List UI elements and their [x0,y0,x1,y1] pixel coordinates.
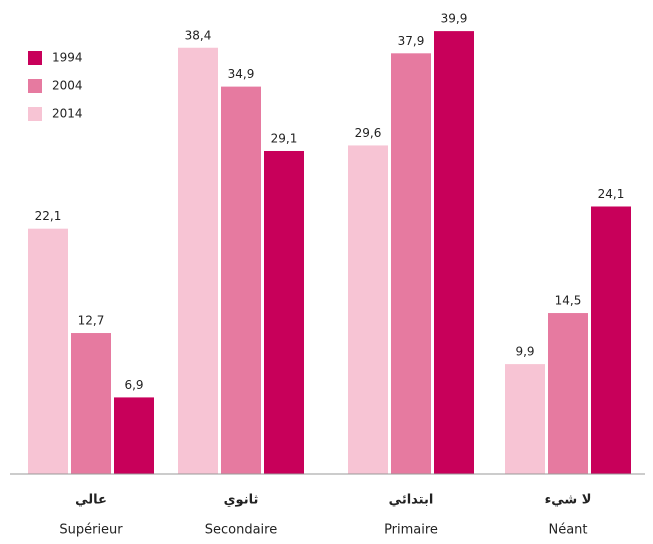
bar [434,31,474,475]
bar [178,47,218,474]
data-label: 29,6 [355,126,382,140]
legend-swatch [28,107,42,121]
x-tick-label: Secondaire [205,523,277,538]
legend-label: 2014 [52,107,83,121]
x-tick-label-ar: ابتدائي [389,493,434,508]
x-tick-label: Néant [548,523,587,538]
x-tick-label: Supérieur [59,523,123,538]
bar [28,228,68,474]
data-label: 14,5 [555,294,582,308]
x-tick-label-ar: عالي [75,493,107,508]
legend-label: 1994 [52,51,83,65]
data-label: 29,1 [271,131,298,145]
bar [591,206,631,475]
x-tick-label-ar: لا شيء [545,493,592,508]
data-label: 22,1 [35,209,62,223]
data-label: 12,7 [78,314,105,328]
bar [114,397,154,474]
bar [548,313,588,474]
legend-swatch [28,79,42,93]
legend-swatch [28,51,42,65]
data-label: 38,4 [185,28,212,42]
bar [391,53,431,475]
data-label: 34,9 [228,67,255,81]
x-tick-label: Primaire [384,523,438,538]
legend-label: 2004 [52,79,83,93]
data-label: 9,9 [515,345,534,359]
bar [348,145,388,474]
x-tick-label-ar: ثانوي [224,493,259,508]
bar [264,150,304,475]
data-label: 37,9 [398,34,425,48]
data-label: 6,9 [124,378,143,392]
data-label: 39,9 [441,12,468,26]
bar [71,333,111,474]
data-label: 24,1 [598,187,625,201]
bar [221,86,261,475]
bar [505,364,545,474]
